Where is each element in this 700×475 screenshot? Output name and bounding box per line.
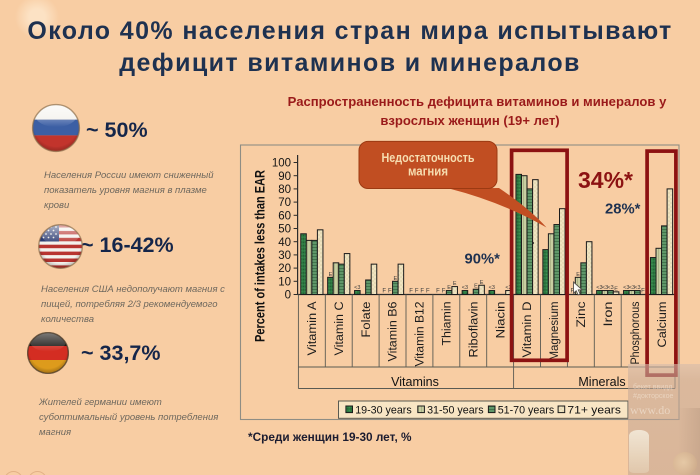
svg-text:<3: <3 [629, 285, 635, 291]
svg-text:90%*: 90%* [465, 252, 501, 268]
svg-text:Thiamin: Thiamin [440, 301, 454, 345]
svg-text:<3: <3 [607, 285, 613, 291]
svg-text:Calcium: Calcium [655, 302, 669, 348]
svg-text:0: 0 [285, 290, 291, 302]
svg-text:E: E [576, 272, 580, 278]
svg-text:Minerals: Minerals [578, 375, 625, 389]
svg-text:50: 50 [278, 224, 291, 236]
svg-text:E: E [614, 286, 618, 292]
svg-text:Vitamin A: Vitamin A [305, 301, 319, 356]
svg-text:28%*: 28%* [605, 202, 641, 218]
svg-text:19-30 years: 19-30 years [355, 405, 412, 417]
svg-text:31-50 years: 31-50 years [427, 405, 484, 417]
svg-text:20: 20 [278, 263, 291, 275]
svg-text:Zinc: Zinc [574, 302, 588, 328]
svg-text:Riboflavin: Riboflavin [466, 301, 480, 357]
svg-text:Vitamin C: Vitamin C [332, 301, 346, 355]
svg-text:<3: <3 [462, 285, 468, 291]
svg-text:E: E [329, 272, 333, 278]
svg-text:F: F [442, 289, 446, 295]
svg-text:40: 40 [278, 237, 291, 249]
svg-text:<3: <3 [505, 285, 511, 291]
svg-text:30: 30 [278, 250, 291, 262]
svg-text:Phosphorous: Phosphorous [628, 302, 642, 365]
svg-text:10: 10 [278, 276, 291, 288]
svg-text:E: E [447, 285, 451, 291]
svg-text:магния: магния [408, 163, 448, 178]
svg-text:F: F [382, 289, 386, 295]
svg-text:Недостаточность: Недостаточность [382, 150, 475, 165]
svg-text:Vitamin B12: Vitamin B12 [413, 301, 427, 366]
svg-text:F: F [420, 289, 424, 295]
svg-text:100: 100 [272, 158, 291, 170]
svg-text:<3: <3 [596, 285, 602, 291]
svg-text:34%*: 34%* [578, 167, 633, 193]
svg-text:<3: <3 [354, 285, 360, 291]
svg-text:Iron: Iron [601, 301, 615, 326]
svg-text:Niacin: Niacin [493, 301, 507, 338]
svg-text:80: 80 [278, 184, 291, 196]
svg-text:71+ years: 71+ years [567, 405, 621, 417]
svg-text:Vitamin D: Vitamin D [520, 301, 534, 357]
svg-text:F: F [641, 289, 645, 295]
svg-text:F: F [426, 289, 430, 295]
svg-text:<3: <3 [634, 285, 640, 291]
svg-text:E: E [393, 276, 397, 282]
svg-text:F: F [409, 289, 413, 295]
svg-text:E: E [453, 281, 457, 287]
svg-text:F: F [436, 289, 440, 295]
svg-text:<3: <3 [489, 285, 495, 291]
svg-text:<3: <3 [602, 285, 608, 291]
svg-text:Percent of intakes less than E: Percent of intakes less than EAR [253, 170, 268, 342]
svg-text:51-70 years: 51-70 years [498, 405, 555, 417]
svg-text:60: 60 [278, 210, 291, 222]
svg-text:F: F [571, 289, 575, 295]
svg-text:Vitamin B6: Vitamin B6 [386, 301, 400, 361]
svg-text:90: 90 [278, 171, 291, 183]
svg-text:E: E [474, 284, 478, 290]
svg-text:Magnesium: Magnesium [547, 302, 561, 361]
svg-text:E: E [480, 280, 484, 286]
svg-text:<3: <3 [623, 285, 629, 291]
svg-text:F: F [388, 289, 392, 295]
svg-text:Vitamins: Vitamins [391, 375, 439, 389]
svg-text:70: 70 [278, 197, 291, 209]
svg-text:F: F [415, 289, 419, 295]
svg-text:Folate: Folate [359, 301, 373, 337]
